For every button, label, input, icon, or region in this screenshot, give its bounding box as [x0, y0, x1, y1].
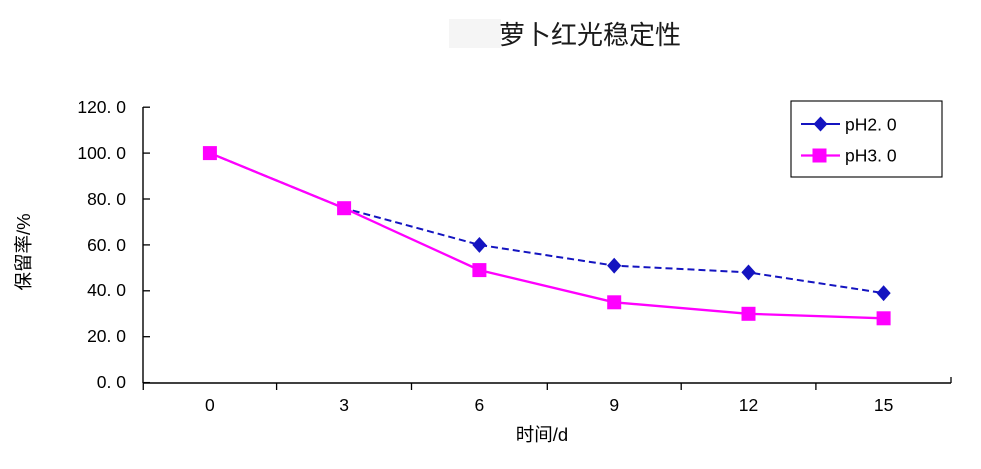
- svg-text:3: 3: [339, 395, 349, 415]
- svg-text:0. 0: 0. 0: [97, 372, 126, 392]
- svg-text:100. 0: 100. 0: [77, 143, 126, 163]
- svg-text:0: 0: [205, 395, 215, 415]
- svg-text:6: 6: [475, 395, 485, 415]
- svg-text:9: 9: [609, 395, 619, 415]
- svg-text:20. 0: 20. 0: [87, 326, 126, 346]
- svg-text:保留率/%: 保留率/%: [13, 213, 34, 290]
- svg-text:pH2. 0: pH2. 0: [845, 115, 897, 135]
- svg-text:40. 0: 40. 0: [87, 280, 126, 300]
- svg-text:12: 12: [739, 395, 758, 415]
- svg-text:120. 0: 120. 0: [77, 97, 126, 117]
- svg-text:80. 0: 80. 0: [87, 189, 126, 209]
- svg-text:时间/d: 时间/d: [516, 424, 568, 445]
- svg-text:萝卜红光稳定性: 萝卜红光稳定性: [499, 20, 681, 50]
- svg-text:15: 15: [874, 395, 893, 415]
- svg-text:60. 0: 60. 0: [87, 235, 126, 255]
- svg-text:pH3. 0: pH3. 0: [845, 146, 897, 166]
